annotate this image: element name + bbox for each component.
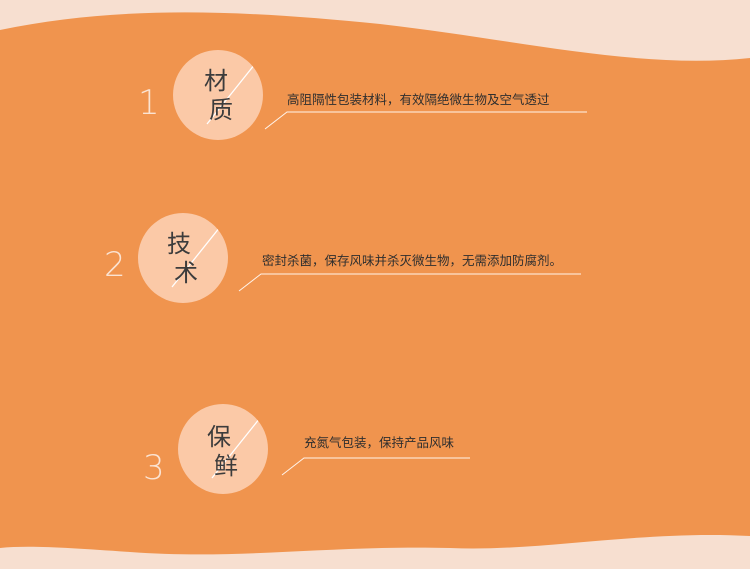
- feature-circle: 保 鲜: [178, 404, 268, 494]
- feature-description: 高阻隔性包装材料，有效隔绝微生物及空气透过: [287, 92, 550, 107]
- feature-char-top: 材: [204, 67, 228, 95]
- leader-line: [281, 457, 470, 476]
- feature-description: 充氮气包装，保持产品风味: [304, 435, 455, 450]
- feature-char-bottom: 鲜: [214, 452, 238, 480]
- feature-char-top: 保: [207, 423, 231, 451]
- feature-char-top: 技: [167, 230, 191, 258]
- feature-char-bottom: 术: [174, 259, 198, 287]
- slash-decoration-icon: [206, 63, 256, 125]
- orange-wave-shape: [0, 12, 750, 555]
- feature-circle: 技 术: [138, 213, 228, 303]
- leader-line: [238, 273, 581, 292]
- feature-char-bottom: 质: [209, 96, 233, 124]
- feature-description: 密封杀菌，保存风味并杀灭微生物，无需添加防腐剂。: [262, 253, 563, 268]
- leader-line: [264, 111, 587, 130]
- slash-decoration-icon: [211, 417, 261, 479]
- slash-decoration-icon: [171, 226, 221, 288]
- feature-number: 2: [104, 245, 126, 285]
- feature-circle: 材 质: [173, 50, 263, 140]
- feature-number: 1: [138, 83, 160, 123]
- feature-number: 3: [143, 448, 165, 488]
